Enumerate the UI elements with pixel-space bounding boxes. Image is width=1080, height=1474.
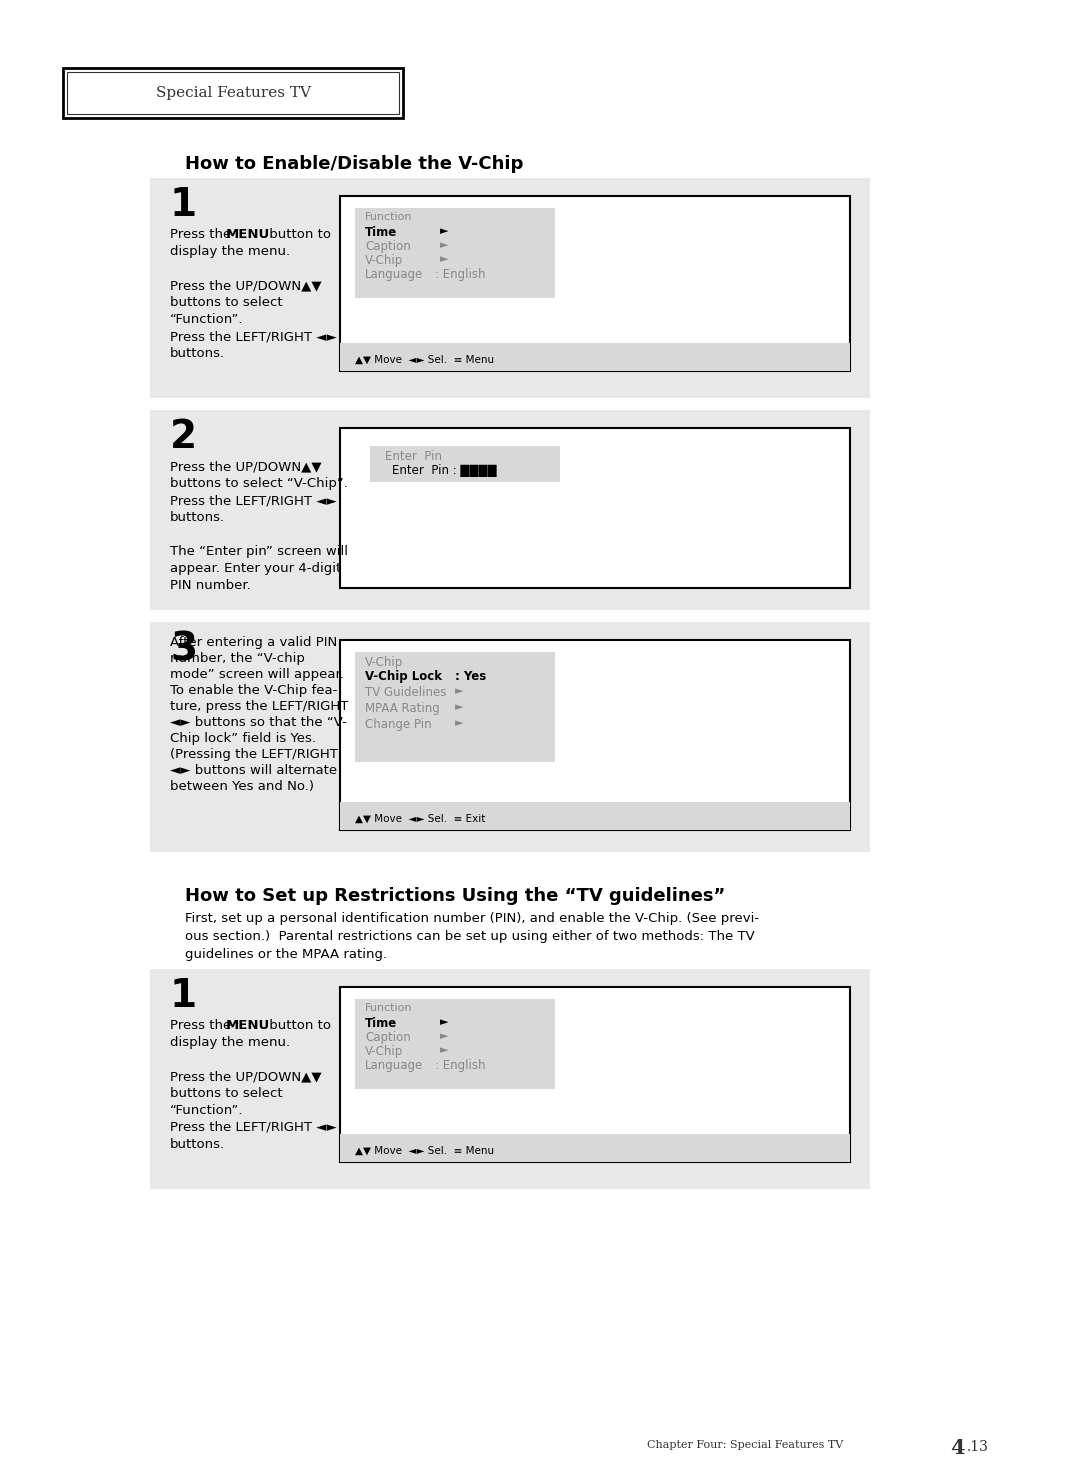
- Text: display the menu.: display the menu.: [170, 1036, 291, 1049]
- Text: ▲▼ Move  ◄► Sel.  ≡ Menu: ▲▼ Move ◄► Sel. ≡ Menu: [355, 355, 495, 366]
- Bar: [67, 72, 399, 113]
- Text: buttons to select: buttons to select: [170, 296, 283, 310]
- Text: MPAA Rating: MPAA Rating: [365, 702, 440, 715]
- Bar: [355, 652, 555, 762]
- Text: Chapter Four: Special Features TV: Chapter Four: Special Features TV: [647, 1440, 850, 1450]
- Text: “Function”.: “Function”.: [170, 312, 243, 326]
- Text: PIN number.: PIN number.: [170, 579, 251, 593]
- Text: MENU: MENU: [226, 228, 270, 242]
- Text: appear. Enter your 4-digit: appear. Enter your 4-digit: [170, 562, 341, 575]
- Text: MENU: MENU: [226, 1019, 270, 1032]
- Text: Chip lock” field is Yes.: Chip lock” field is Yes.: [170, 733, 316, 744]
- Bar: [340, 988, 850, 1162]
- Text: ►: ►: [455, 702, 463, 712]
- Text: ◄► buttons so that the “V-: ◄► buttons so that the “V-: [170, 716, 347, 730]
- Bar: [340, 1134, 850, 1162]
- Text: V-Chip: V-Chip: [365, 656, 403, 669]
- Text: ►: ►: [455, 685, 463, 696]
- Text: Press the LEFT/RIGHT ◄►: Press the LEFT/RIGHT ◄►: [170, 330, 337, 343]
- Text: Enter  Pin : ████: Enter Pin : ████: [392, 464, 497, 478]
- Text: Function: Function: [365, 1002, 413, 1013]
- Text: Press the LEFT/RIGHT ◄►: Press the LEFT/RIGHT ◄►: [170, 1122, 337, 1134]
- Text: Language: Language: [365, 268, 423, 282]
- Text: 4: 4: [950, 1439, 964, 1458]
- Bar: [150, 410, 870, 610]
- Bar: [340, 196, 850, 371]
- Bar: [150, 622, 870, 852]
- Text: TV Guidelines: TV Guidelines: [365, 685, 446, 699]
- Text: V-Chip: V-Chip: [365, 1045, 403, 1058]
- Text: ►: ►: [440, 1017, 448, 1027]
- Text: The “Enter pin” screen will: The “Enter pin” screen will: [170, 545, 348, 559]
- Bar: [355, 999, 555, 1089]
- Text: : English: : English: [435, 268, 486, 282]
- Text: ▲▼ Move  ◄► Sel.  ≡ Exit: ▲▼ Move ◄► Sel. ≡ Exit: [355, 814, 485, 824]
- Bar: [370, 447, 561, 482]
- Bar: [150, 968, 870, 1190]
- Text: buttons.: buttons.: [170, 346, 225, 360]
- Text: Press the: Press the: [170, 1019, 235, 1032]
- Text: V-Chip: V-Chip: [365, 254, 403, 267]
- Text: mode” screen will appear.: mode” screen will appear.: [170, 668, 343, 681]
- Text: display the menu.: display the menu.: [170, 245, 291, 258]
- Text: Time: Time: [365, 1017, 397, 1030]
- Text: Function: Function: [365, 212, 413, 223]
- Text: buttons to select “V-Chip”.: buttons to select “V-Chip”.: [170, 478, 348, 489]
- Text: Time: Time: [365, 226, 397, 239]
- Text: button to: button to: [265, 228, 330, 242]
- Text: How to Enable/Disable the V-Chip: How to Enable/Disable the V-Chip: [185, 155, 524, 172]
- Text: “Function”.: “Function”.: [170, 1104, 243, 1117]
- Text: ►: ►: [440, 1030, 448, 1041]
- Text: ►: ►: [440, 1045, 448, 1055]
- Text: ►: ►: [455, 718, 463, 728]
- Text: number, the “V-chip: number, the “V-chip: [170, 652, 305, 665]
- Text: 3: 3: [170, 629, 198, 668]
- Text: ►: ►: [440, 226, 448, 236]
- Text: 1: 1: [170, 977, 198, 1016]
- Text: buttons to select: buttons to select: [170, 1086, 283, 1100]
- Text: Press the: Press the: [170, 228, 235, 242]
- Text: 2: 2: [170, 419, 198, 455]
- Text: ▲▼ Move  ◄► Sel.  ≡ Menu: ▲▼ Move ◄► Sel. ≡ Menu: [355, 1145, 495, 1156]
- Text: After entering a valid PIN: After entering a valid PIN: [170, 635, 337, 649]
- Text: button to: button to: [265, 1019, 330, 1032]
- Text: buttons.: buttons.: [170, 511, 225, 523]
- Text: ►: ►: [440, 254, 448, 264]
- Bar: [340, 640, 850, 830]
- Text: Press the UP/DOWN▲▼: Press the UP/DOWN▲▼: [170, 460, 322, 473]
- Text: 1: 1: [170, 186, 198, 224]
- Bar: [63, 68, 403, 118]
- Text: (Pressing the LEFT/RIGHT: (Pressing the LEFT/RIGHT: [170, 747, 338, 761]
- Text: Press the UP/DOWN▲▼: Press the UP/DOWN▲▼: [170, 279, 322, 292]
- Text: Press the UP/DOWN▲▼: Press the UP/DOWN▲▼: [170, 1070, 322, 1083]
- Text: To enable the V-Chip fea-: To enable the V-Chip fea-: [170, 684, 337, 697]
- Bar: [340, 427, 850, 588]
- Text: ◄► buttons will alternate: ◄► buttons will alternate: [170, 764, 337, 777]
- Text: Change Pin: Change Pin: [365, 718, 432, 731]
- Text: V-Chip Lock: V-Chip Lock: [365, 671, 442, 682]
- Text: Caption: Caption: [365, 1030, 410, 1044]
- Text: ►: ►: [440, 240, 448, 251]
- Text: How to Set up Restrictions Using the “TV guidelines”: How to Set up Restrictions Using the “TV…: [185, 887, 726, 905]
- Text: .13: .13: [967, 1440, 989, 1453]
- Text: : Yes: : Yes: [455, 671, 486, 682]
- Bar: [150, 178, 870, 398]
- Text: : English: : English: [435, 1058, 486, 1072]
- Text: Caption: Caption: [365, 240, 410, 254]
- Text: between Yes and No.): between Yes and No.): [170, 780, 314, 793]
- Text: First, set up a personal identification number (PIN), and enable the V-Chip. (Se: First, set up a personal identification …: [185, 912, 759, 961]
- Text: ture, press the LEFT/RIGHT: ture, press the LEFT/RIGHT: [170, 700, 349, 713]
- Bar: [340, 343, 850, 371]
- Text: buttons.: buttons.: [170, 1138, 225, 1151]
- Text: Press the LEFT/RIGHT ◄►: Press the LEFT/RIGHT ◄►: [170, 494, 337, 507]
- Text: Language: Language: [365, 1058, 423, 1072]
- Text: Enter  Pin: Enter Pin: [384, 450, 442, 463]
- Bar: [355, 208, 555, 298]
- Bar: [340, 802, 850, 830]
- Text: Special Features TV: Special Features TV: [156, 85, 311, 100]
